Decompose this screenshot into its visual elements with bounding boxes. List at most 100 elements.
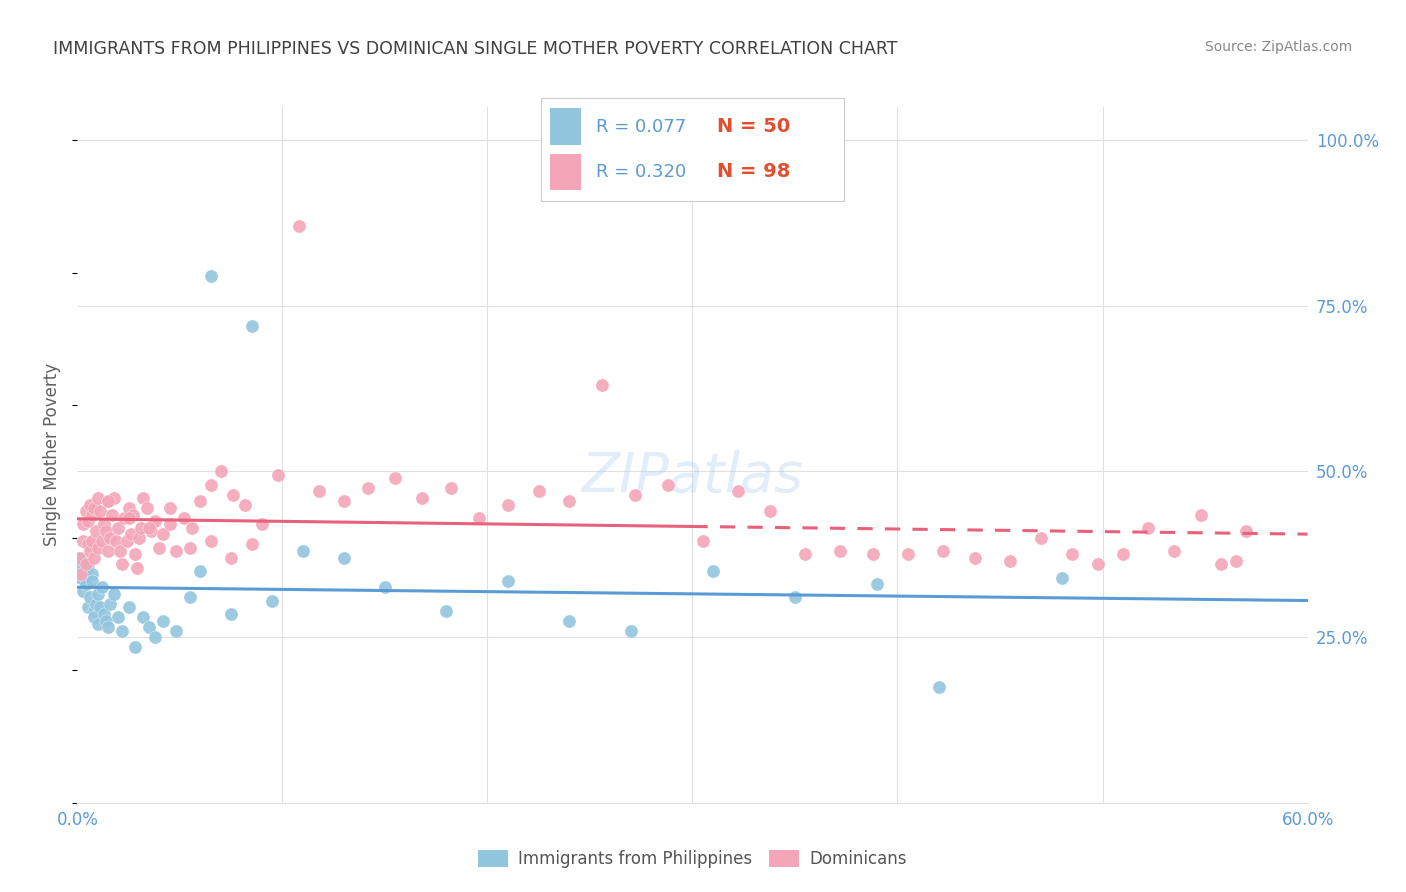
Point: [128, 531, 150, 545]
Point: [143, 630, 166, 644]
Point: [200, 477, 222, 491]
Point: [558, 614, 581, 628]
Point: [80, 574, 103, 588]
Point: [70, 550, 93, 565]
Legend: Immigrants from Philippines, Dominicans: Immigrants from Philippines, Dominicans: [471, 843, 914, 874]
Point: [98, 531, 121, 545]
Point: [87, 616, 110, 631]
Point: [288, 219, 311, 234]
Point: [222, 488, 245, 502]
Point: [1087, 558, 1109, 572]
Point: [235, 498, 257, 512]
Text: R = 0.077: R = 0.077: [596, 118, 686, 136]
Point: [250, 517, 273, 532]
Point: [72, 517, 94, 532]
Point: [1050, 570, 1073, 584]
Point: [200, 534, 222, 549]
Y-axis label: Single Mother Poverty: Single Mother Poverty: [44, 363, 62, 547]
Point: [219, 607, 242, 621]
Point: [129, 521, 152, 535]
Point: [87, 491, 110, 505]
Point: [105, 534, 128, 549]
Point: [76, 558, 98, 572]
Point: [657, 477, 679, 491]
Point: [98, 597, 121, 611]
Point: [620, 624, 643, 638]
Point: [103, 491, 125, 505]
Point: [75, 564, 97, 578]
Point: [121, 508, 143, 522]
Point: [333, 494, 356, 508]
Point: [496, 574, 519, 588]
Point: [94, 524, 117, 538]
Point: [794, 547, 817, 561]
Point: [1163, 544, 1185, 558]
Point: [97, 620, 120, 634]
Point: [84, 597, 107, 611]
Point: [181, 521, 204, 535]
Point: [1112, 547, 1135, 561]
Point: [188, 564, 212, 578]
Text: R = 0.320: R = 0.320: [596, 163, 686, 181]
Point: [159, 517, 181, 532]
Point: [79, 591, 101, 605]
Point: [83, 500, 105, 515]
Point: [67, 550, 90, 565]
Text: Source: ZipAtlas.com: Source: ZipAtlas.com: [1205, 40, 1353, 54]
Point: [76, 600, 98, 615]
Point: [591, 378, 613, 392]
Point: [411, 491, 433, 505]
Point: [124, 547, 146, 561]
Point: [527, 484, 550, 499]
Point: [188, 494, 212, 508]
Point: [1136, 521, 1159, 535]
Point: [357, 481, 380, 495]
Point: [76, 537, 98, 551]
Point: [558, 494, 581, 508]
Point: [152, 614, 174, 628]
Point: [75, 577, 97, 591]
Point: [200, 268, 222, 283]
Point: [97, 494, 120, 508]
Point: [1189, 508, 1212, 522]
Point: [80, 508, 103, 522]
Point: [1060, 547, 1083, 561]
Point: [117, 600, 139, 615]
Point: [727, 484, 749, 499]
Text: N = 50: N = 50: [717, 118, 790, 136]
Point: [267, 467, 290, 482]
Point: [759, 504, 782, 518]
Point: [111, 558, 134, 572]
Text: ZIPatlas: ZIPatlas: [582, 450, 803, 502]
Point: [136, 500, 159, 515]
Point: [72, 534, 94, 549]
Point: [132, 610, 155, 624]
Point: [72, 583, 94, 598]
Point: [240, 537, 263, 551]
Point: [165, 544, 187, 558]
Point: [111, 624, 134, 638]
Point: [897, 547, 920, 561]
Point: [624, 488, 647, 502]
Point: [866, 577, 889, 591]
Point: [439, 481, 461, 495]
Text: N = 98: N = 98: [717, 162, 790, 181]
Point: [70, 570, 93, 584]
Point: [89, 600, 111, 615]
Bar: [550, 108, 581, 145]
Point: [67, 560, 90, 574]
Point: [496, 498, 519, 512]
Point: [115, 534, 138, 549]
Point: [117, 511, 139, 525]
Point: [1211, 558, 1233, 572]
Point: [333, 550, 356, 565]
Point: [1234, 524, 1257, 538]
Point: [783, 591, 806, 605]
Point: [702, 564, 724, 578]
Text: IMMIGRANTS FROM PHILIPPINES VS DOMINICAN SINGLE MOTHER POVERTY CORRELATION CHART: IMMIGRANTS FROM PHILIPPINES VS DOMINICAN…: [53, 40, 898, 58]
Point: [87, 541, 110, 555]
Point: [117, 500, 139, 515]
Point: [103, 587, 125, 601]
Point: [291, 544, 314, 558]
Point: [107, 521, 129, 535]
